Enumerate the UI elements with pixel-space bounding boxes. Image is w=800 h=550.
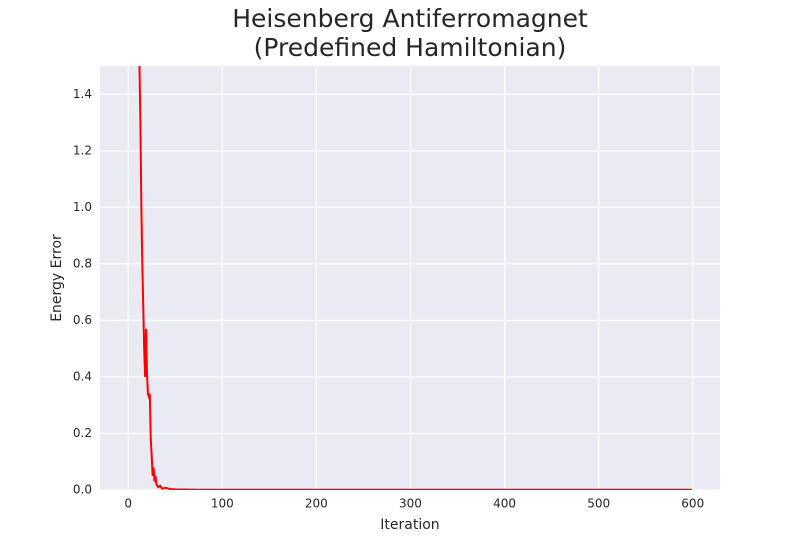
y-axis-label: Energy Error	[49, 234, 65, 322]
y-tick-label: 0.6	[73, 313, 92, 327]
chart-title: Heisenberg Antiferromagnet	[232, 4, 588, 33]
x-tick-label: 400	[493, 497, 516, 511]
x-tick-label: 600	[681, 497, 704, 511]
x-tick-label: 0	[124, 497, 132, 511]
x-axis-label: Iteration	[380, 517, 439, 533]
y-tick-label: 1.2	[73, 143, 92, 157]
y-tick-label: 0.4	[73, 369, 92, 383]
y-tick-label: 1.4	[73, 87, 92, 101]
x-tick-label: 200	[305, 497, 328, 511]
y-tick-label: 0.0	[73, 483, 92, 497]
x-tick-label: 100	[211, 497, 234, 511]
y-tick-label: 0.2	[73, 426, 92, 440]
grid	[100, 66, 720, 491]
chart-title: (Predefined Hamiltonian)	[254, 33, 567, 62]
x-tick-label: 500	[587, 497, 610, 511]
y-tick-label: 1.0	[73, 200, 92, 214]
data-line	[138, 66, 692, 490]
x-tick-label: 300	[399, 497, 422, 511]
y-tick-label: 0.8	[73, 256, 92, 270]
